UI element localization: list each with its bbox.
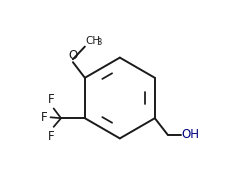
Text: CH: CH: [85, 36, 100, 46]
Text: F: F: [47, 130, 54, 143]
Text: 3: 3: [97, 38, 102, 47]
Text: O: O: [68, 49, 78, 62]
Text: F: F: [47, 93, 54, 106]
Text: OH: OH: [181, 128, 199, 141]
Text: F: F: [40, 111, 47, 124]
